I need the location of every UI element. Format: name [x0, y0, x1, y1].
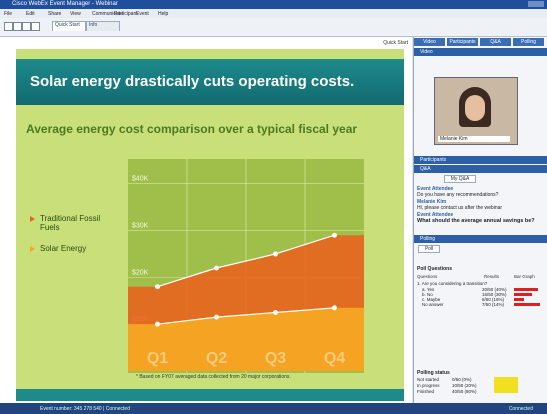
status-header: Polling status: [417, 370, 450, 376]
panel-tab[interactable]: Q&A: [480, 38, 511, 46]
data-point: [332, 305, 337, 310]
menu-item[interactable]: File: [4, 11, 12, 17]
poll-column: Results: [484, 274, 499, 279]
menu-item[interactable]: Share: [48, 11, 61, 17]
content-area: Quick Start Solar energy drastically cut…: [0, 37, 412, 403]
status-right: Connected: [509, 406, 533, 412]
slide-title: Solar energy drastically cuts operating …: [30, 73, 354, 90]
menu-item[interactable]: Help: [158, 11, 168, 17]
app: Cisco WebEx Event Manager - Webinar File…: [0, 0, 547, 414]
menu-item[interactable]: Edit: [26, 11, 35, 17]
status-left: Event number: 345 278 540 | Connected: [40, 406, 130, 412]
status-result: 40/50 (80%): [452, 389, 477, 394]
toolbar-button[interactable]: [22, 22, 31, 31]
section-header[interactable]: Video: [414, 48, 547, 56]
poll-result: 7/50 (14%): [482, 302, 504, 307]
y-tick-label: $40K: [132, 176, 149, 183]
poll-tab[interactable]: Poll: [418, 245, 440, 253]
data-point: [273, 310, 278, 315]
x-tick-label: Q3: [265, 350, 286, 367]
section-header[interactable]: Participants: [414, 156, 547, 164]
poll-bar: [514, 303, 540, 306]
legend-label: Solar Energy: [40, 244, 110, 253]
toolbar-button[interactable]: [31, 22, 40, 31]
qa-text: Hi, please contact us after the webinar: [417, 205, 502, 211]
poll-bar: [514, 298, 524, 301]
menu-item[interactable]: Participant: [114, 11, 138, 17]
data-point: [273, 251, 278, 256]
data-point: [214, 315, 219, 320]
data-point: [332, 233, 337, 238]
slide-footer: [16, 389, 404, 401]
status-label: In progress: [417, 383, 440, 388]
section-header[interactable]: Polling: [414, 235, 547, 243]
status-label: Not started: [417, 377, 439, 382]
video-face: [465, 95, 485, 121]
panel-tab[interactable]: Polling: [513, 38, 544, 46]
data-point: [214, 266, 219, 271]
legend-marker: [30, 246, 35, 252]
poll-bar: [514, 288, 538, 291]
speaker-name: Melanie Kim: [438, 136, 510, 142]
data-point: [155, 284, 160, 289]
slide-header: Solar energy drastically cuts operating …: [16, 59, 404, 105]
qa-text: What should the average annual savings b…: [417, 218, 535, 224]
status-result: 0/50 (0%): [452, 377, 472, 382]
x-tick-label: Q4: [324, 350, 345, 367]
toolbar-button[interactable]: [13, 22, 22, 31]
poll-option: No answer: [422, 302, 444, 307]
qa-tab[interactable]: My Q&A: [444, 175, 476, 183]
section-header[interactable]: Q&A: [414, 165, 547, 173]
quick-start[interactable]: Quick Start: [383, 40, 408, 46]
poll-column: Questions: [417, 274, 437, 279]
legend-label: Traditional Fossil Fuels: [40, 214, 110, 232]
qa-text: Do you have any recommendations?: [417, 192, 498, 198]
status-label: Finished: [417, 389, 434, 394]
chart-title: Average energy cost comparison over a ty…: [26, 122, 357, 136]
menu-item[interactable]: View: [70, 11, 81, 17]
poll-column: Bar Graph: [514, 274, 535, 279]
y-tick-label: $30K: [132, 223, 149, 230]
menu-item[interactable]: Event: [136, 11, 149, 17]
x-tick-label: Q2: [206, 350, 227, 367]
panel-tab[interactable]: Video: [414, 38, 445, 46]
poll-question: 1. Are you considering a transition?: [417, 281, 487, 286]
slide: Solar energy drastically cuts operating …: [16, 49, 404, 401]
doc-tab[interactable]: Quick Start: [52, 21, 86, 31]
legend-marker: [30, 216, 35, 222]
window-controls[interactable]: [528, 1, 544, 7]
status-chart: [494, 377, 518, 393]
title-bar: Cisco WebEx Event Manager - Webinar: [0, 0, 547, 9]
data-point: [155, 322, 160, 327]
status-result: 10/50 (20%): [452, 383, 477, 388]
chart-note: * Based on FY07 averaged data collected …: [136, 374, 291, 380]
status-bar: Event number: 345 278 540 | Connected Co…: [0, 403, 547, 414]
panel-tab[interactable]: Participants: [447, 38, 478, 46]
toolbar-button[interactable]: [4, 22, 13, 31]
poll-bar: [514, 293, 532, 296]
doc-tab[interactable]: Info: [86, 21, 120, 31]
x-tick-label: Q1: [147, 350, 168, 367]
window-title: Cisco WebEx Event Manager - Webinar: [12, 1, 118, 7]
poll-section: Poll Questions: [417, 266, 452, 272]
y-tick-label: $20K: [132, 269, 149, 276]
